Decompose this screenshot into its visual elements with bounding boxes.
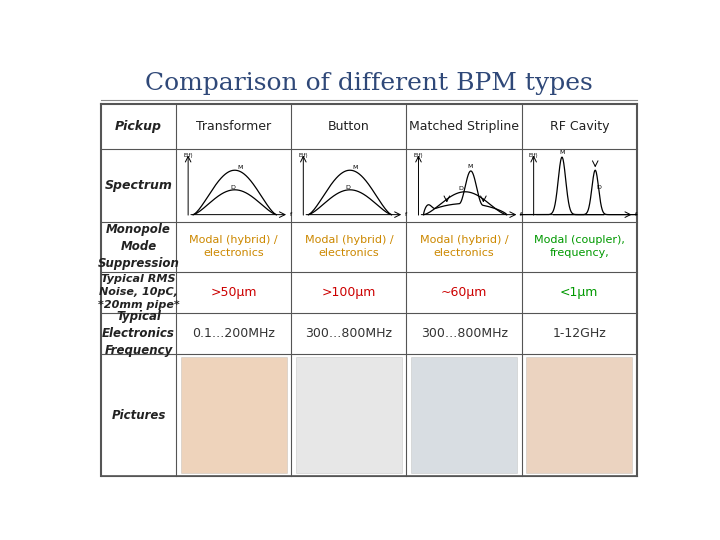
Bar xyxy=(101,104,636,476)
Text: Pictures: Pictures xyxy=(112,409,166,422)
Text: Modal (hybrid) /
electronics: Modal (hybrid) / electronics xyxy=(189,235,278,258)
Text: 300…800MHz: 300…800MHz xyxy=(305,327,392,340)
Text: Pickup: Pickup xyxy=(115,120,162,133)
Text: f: f xyxy=(289,212,292,217)
Text: 1-12GHz: 1-12GHz xyxy=(552,327,606,340)
Text: Matched Stripline: Matched Stripline xyxy=(409,120,519,133)
Text: D: D xyxy=(346,185,351,190)
Text: Typical
Electronics
Frequency: Typical Electronics Frequency xyxy=(102,309,175,356)
Text: Typical RMS
Noise, 10pC,
*20mm pipe*: Typical RMS Noise, 10pC, *20mm pipe* xyxy=(98,274,179,310)
Text: D: D xyxy=(597,185,602,191)
Text: E(f): E(f) xyxy=(183,153,193,158)
Text: Monopole
Mode
Suppression: Monopole Mode Suppression xyxy=(98,223,179,270)
Text: M: M xyxy=(559,150,564,154)
Text: f: f xyxy=(405,212,407,217)
Text: f: f xyxy=(520,212,522,217)
Text: E(f): E(f) xyxy=(298,153,308,158)
Text: Transformer: Transformer xyxy=(196,120,271,133)
Bar xyxy=(181,357,287,473)
Text: >50μm: >50μm xyxy=(210,286,257,299)
Text: D: D xyxy=(459,186,464,191)
Text: M: M xyxy=(467,164,473,169)
Text: >100μm: >100μm xyxy=(322,286,376,299)
Text: 300…800MHz: 300…800MHz xyxy=(420,327,508,340)
Text: E(f): E(f) xyxy=(413,153,423,158)
Text: Modal (coupler),
frequency,: Modal (coupler), frequency, xyxy=(534,235,625,258)
Bar xyxy=(411,357,517,473)
Text: E(f): E(f) xyxy=(528,153,539,158)
Text: 0.1…200MHz: 0.1…200MHz xyxy=(192,327,275,340)
Text: Modal (hybrid) /
electronics: Modal (hybrid) / electronics xyxy=(305,235,393,258)
Text: M: M xyxy=(237,165,243,170)
Text: M: M xyxy=(352,165,358,170)
Text: D: D xyxy=(230,185,235,190)
Text: RF Cavity: RF Cavity xyxy=(549,120,609,133)
Text: <1μm: <1μm xyxy=(560,286,598,299)
Text: Spectrum: Spectrum xyxy=(104,179,173,192)
Text: ~60μm: ~60μm xyxy=(441,286,487,299)
Bar xyxy=(526,357,632,473)
Text: Comparison of different BPM types: Comparison of different BPM types xyxy=(145,72,593,95)
Text: f: f xyxy=(635,212,637,217)
Bar xyxy=(296,357,402,473)
Text: Button: Button xyxy=(328,120,370,133)
Text: Modal (hybrid) /
electronics: Modal (hybrid) / electronics xyxy=(420,235,508,258)
